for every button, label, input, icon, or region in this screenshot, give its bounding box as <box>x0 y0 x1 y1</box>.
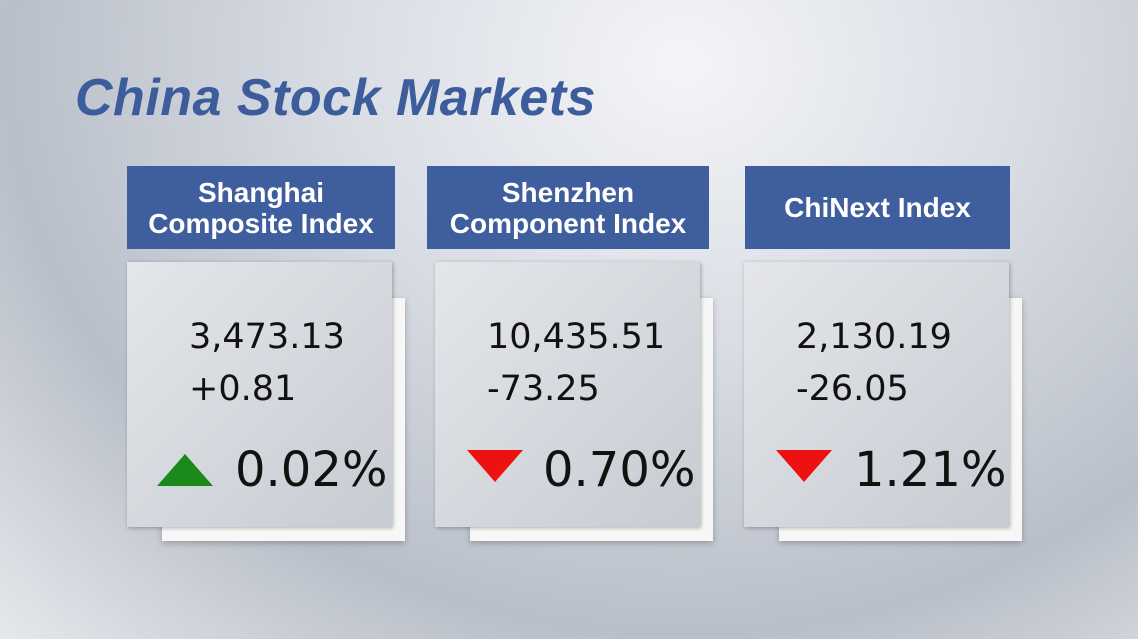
direction-arrow <box>467 450 523 482</box>
market-card: 2,130.19 -26.05 1.21% <box>744 262 1009 527</box>
market-name: Shenzhen <box>501 176 635 208</box>
percent-change: 0.70% <box>543 442 696 498</box>
market-name: ChiNext Index <box>784 192 971 223</box>
direction-arrow <box>776 450 832 482</box>
index-change: +0.81 <box>189 369 297 409</box>
index-value: 2,130.19 <box>796 317 952 357</box>
market-card: 3,473.13 +0.81 0.02% <box>127 262 392 527</box>
market-header: ChiNext Index <box>745 166 1010 249</box>
market-header: Shanghai Composite Index <box>127 166 395 249</box>
market-card: 10,435.51 -73.25 0.70% <box>435 262 700 527</box>
index-change: -26.05 <box>796 369 909 409</box>
market-name: Component Index <box>449 207 687 239</box>
percent-change: 0.02% <box>235 442 388 498</box>
arrow-shape <box>467 450 523 482</box>
market-header: Shenzhen Component Index <box>427 166 709 249</box>
title: China Stock Markets <box>75 69 596 127</box>
index-change: -73.25 <box>487 369 600 409</box>
index-value: 10,435.51 <box>487 317 666 357</box>
arrow-shape <box>157 454 213 486</box>
percent-change: 1.21% <box>854 442 1007 498</box>
index-value: 3,473.13 <box>189 317 345 357</box>
market-name: Shanghai <box>197 176 324 208</box>
direction-arrow <box>157 454 213 486</box>
arrow-shape <box>776 450 832 482</box>
market-name: Composite Index <box>148 207 374 239</box>
